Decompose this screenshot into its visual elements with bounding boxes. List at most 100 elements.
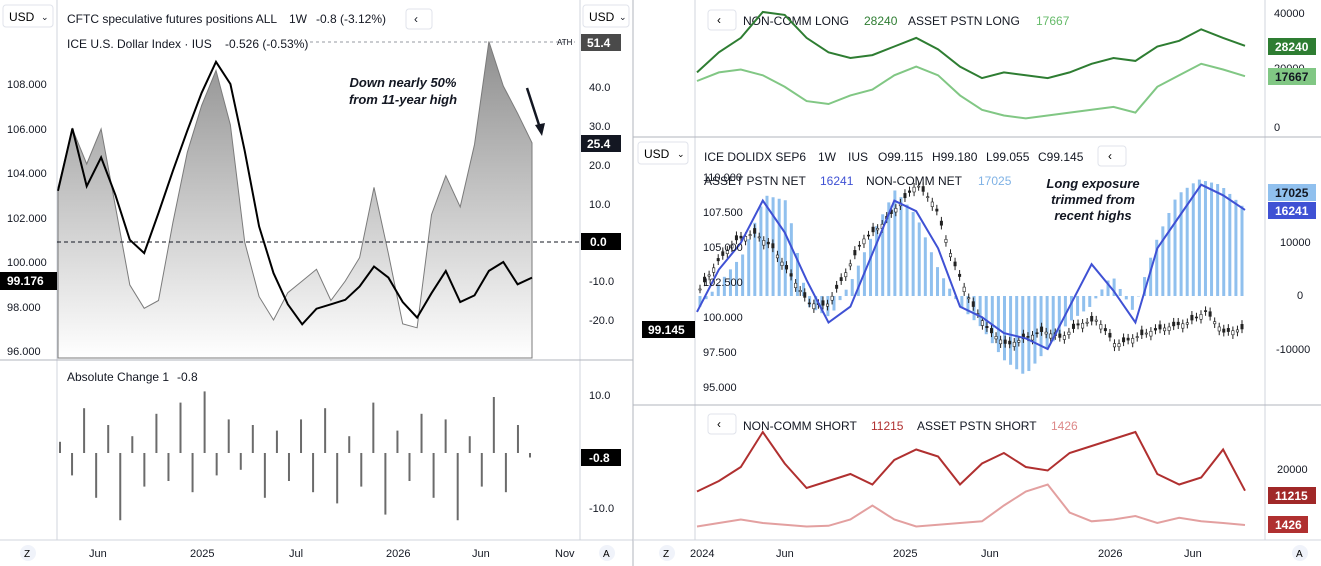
candle-body — [1199, 314, 1203, 320]
net-bar — [716, 284, 720, 296]
mid-collapse-button[interactable]: ‹ — [1097, 145, 1127, 167]
net-bar — [1191, 183, 1195, 296]
candle-body — [1235, 329, 1239, 333]
svg-text:ASSET PSTN NET: ASSET PSTN NET — [704, 174, 806, 188]
candle-body — [812, 303, 816, 310]
svg-text:NON-COMM NET: NON-COMM NET — [866, 174, 963, 188]
svg-text:95.000: 95.000 — [703, 382, 737, 394]
net-bar — [1051, 296, 1055, 342]
svg-text:108.000: 108.000 — [7, 79, 47, 91]
svg-text:Jun: Jun — [472, 548, 490, 560]
candle-body — [821, 300, 825, 306]
candle-body — [1108, 332, 1112, 338]
svg-text:40000: 40000 — [1274, 8, 1305, 20]
net-bar — [1069, 296, 1073, 321]
svg-text:C99.145: C99.145 — [1038, 150, 1084, 164]
svg-text:17667: 17667 — [1036, 14, 1070, 28]
svg-text:Jun: Jun — [981, 548, 999, 560]
candle-body — [707, 274, 711, 277]
net-bar — [1033, 296, 1037, 364]
top-collapse-button[interactable]: ‹ — [707, 9, 737, 31]
svg-text:107.500: 107.500 — [703, 207, 743, 219]
net-bar — [1027, 296, 1031, 372]
zoom-z-button-right[interactable]: Z — [659, 545, 675, 561]
dollar-index-line — [57, 59, 533, 326]
candle-body — [1117, 343, 1121, 348]
net-bar — [1240, 205, 1244, 296]
currency-selector-mid[interactable]: USD ⌄ — [637, 141, 689, 165]
svg-text:99.176: 99.176 — [7, 274, 44, 288]
currency-selector-right[interactable]: USD ⌄ — [582, 4, 630, 28]
net-bar — [923, 237, 927, 296]
svg-text:28240: 28240 — [1275, 40, 1309, 54]
svg-text:0: 0 — [1297, 290, 1303, 302]
net-bar — [1076, 296, 1080, 316]
net-bar — [1106, 280, 1110, 296]
candle-body — [730, 244, 734, 249]
bot-collapse-button[interactable]: ‹ — [707, 413, 737, 435]
net-bar — [1234, 199, 1238, 296]
svg-text:1426: 1426 — [1275, 518, 1302, 532]
candle-body — [835, 284, 839, 289]
candle-body — [1185, 322, 1189, 325]
candle-body — [857, 244, 861, 247]
candle-body — [999, 339, 1003, 345]
svg-text:L99.055: L99.055 — [986, 150, 1030, 164]
svg-text:IUS: IUS — [848, 150, 868, 164]
svg-text:106.000: 106.000 — [7, 124, 47, 136]
candle-body — [1008, 340, 1012, 345]
svg-text:O99.115: O99.115 — [878, 150, 923, 164]
auto-scale-button-right[interactable]: A — [1292, 545, 1308, 561]
auto-scale-button-left[interactable]: A — [599, 545, 615, 561]
spec-last-badge: 25.4 — [581, 135, 621, 152]
net-bar — [844, 289, 848, 296]
candle-body — [994, 336, 998, 340]
net-bar — [722, 276, 726, 296]
svg-text:16241: 16241 — [820, 174, 854, 188]
candle-body — [871, 226, 875, 233]
candle-body — [967, 297, 971, 300]
net-bar — [1112, 278, 1116, 296]
left-chart-subtitle: ICE U.S. Dollar Index · IUS — [67, 37, 212, 51]
net-bar — [1222, 188, 1226, 296]
candle-body — [853, 250, 857, 256]
svg-text:-10000: -10000 — [1276, 344, 1310, 356]
candle-body — [785, 265, 789, 270]
asset-pstn-net-badge: 16241 — [1268, 202, 1316, 219]
candle-body — [1208, 311, 1212, 317]
net-bar — [1118, 288, 1122, 296]
zoom-z-button-left[interactable]: Z — [20, 545, 36, 561]
candle-body — [1131, 338, 1135, 344]
candle-body — [807, 302, 811, 305]
net-bar — [789, 223, 793, 296]
chevron-left-icon: ‹ — [717, 13, 721, 27]
net-bar — [984, 296, 988, 335]
svg-text:16241: 16241 — [1275, 204, 1309, 218]
candle-body — [1085, 321, 1089, 324]
candle-body — [1103, 328, 1107, 332]
candle-body — [1222, 328, 1226, 333]
candle-body — [771, 243, 775, 249]
mid-price-badge: 99.145 — [642, 321, 695, 338]
currency-selector-left[interactable]: USD ⌄ — [2, 4, 54, 28]
candle-body — [1058, 333, 1062, 338]
candle-body — [1144, 332, 1148, 335]
candle-body — [1194, 316, 1198, 319]
net-bar — [881, 214, 885, 296]
net-bar — [802, 282, 806, 296]
net-bar — [1009, 296, 1013, 365]
non-comm-long-line — [696, 10, 1246, 80]
non-comm-net-bars — [698, 179, 1244, 374]
net-bar — [1002, 296, 1006, 361]
collapse-legend-button[interactable]: ‹ — [405, 8, 433, 30]
asset-pstn-short-line — [696, 483, 1246, 528]
net-bar — [1124, 296, 1128, 300]
candle-body — [1181, 323, 1185, 329]
svg-text:Jun: Jun — [1184, 548, 1202, 560]
net-bar — [929, 252, 933, 296]
candle-body — [876, 228, 880, 231]
net-bar — [698, 296, 702, 307]
net-bar — [1185, 187, 1189, 296]
candle-body — [953, 261, 957, 267]
